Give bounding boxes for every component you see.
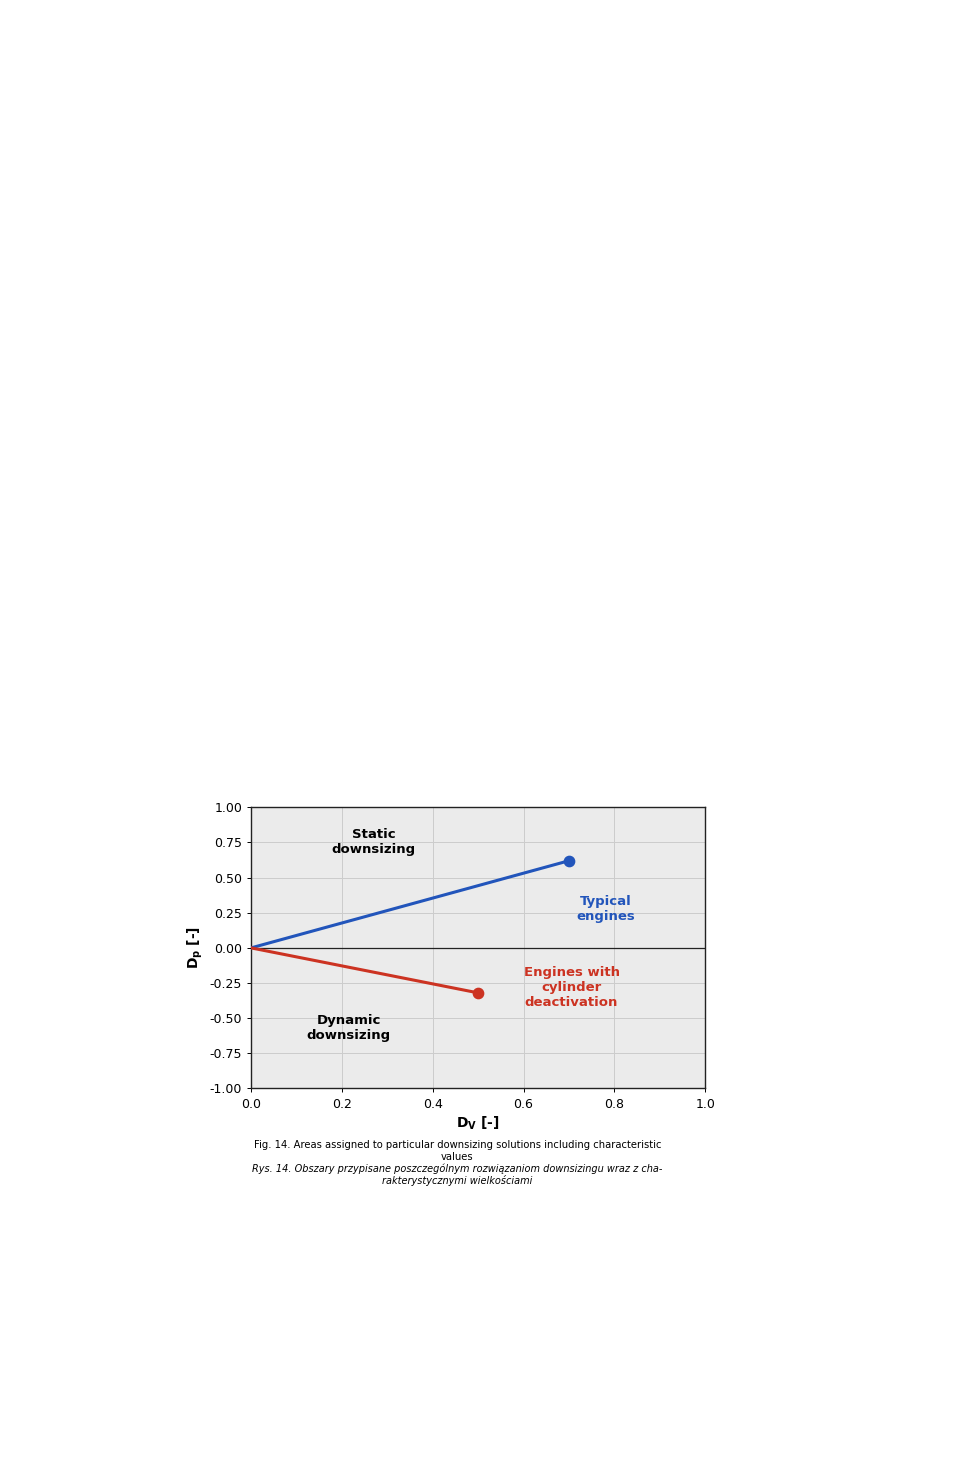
Text: Rys. 14. Obszary przypisane poszczególnym rozwiązaniom downsizingu wraz z cha-
r: Rys. 14. Obszary przypisane poszczególny… xyxy=(252,1163,662,1186)
Point xyxy=(470,982,486,1005)
Text: Engines with
cylinder
deactivation: Engines with cylinder deactivation xyxy=(523,967,619,1010)
Text: Fig. 14. Areas assigned to particular downsizing solutions including characteris: Fig. 14. Areas assigned to particular do… xyxy=(253,1140,661,1161)
X-axis label: $\mathbf{D_V}$ [-]: $\mathbf{D_V}$ [-] xyxy=(456,1115,500,1132)
Y-axis label: $\mathbf{D_p}$ [-]: $\mathbf{D_p}$ [-] xyxy=(186,926,205,970)
Text: Typical
engines: Typical engines xyxy=(576,894,635,922)
Point xyxy=(562,849,577,872)
Text: Dynamic
downsizing: Dynamic downsizing xyxy=(306,1014,391,1042)
Text: Static
downsizing: Static downsizing xyxy=(331,828,416,856)
